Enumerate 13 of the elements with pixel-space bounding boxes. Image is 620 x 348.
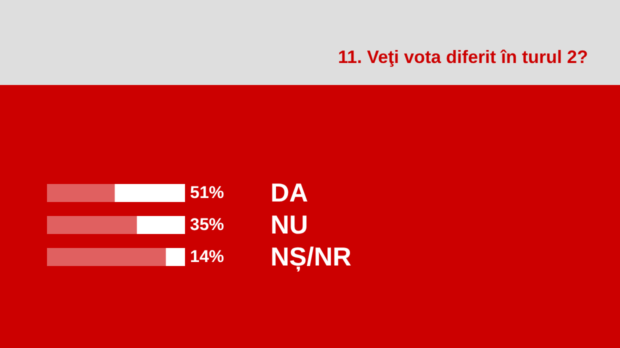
bar: [136, 216, 185, 234]
y-tick-label: NȘ/NR: [270, 242, 352, 272]
y-tick-label: DA: [270, 178, 308, 208]
bar: [47, 216, 137, 234]
bar: [166, 248, 185, 266]
bar: [114, 184, 185, 202]
bar: [47, 184, 115, 202]
data-label: 35%: [190, 215, 224, 234]
text: 11. Veţi vota diferit în turul 2?: [338, 47, 588, 67]
data-label: 51%: [190, 183, 224, 202]
y-tick-label: NU: [270, 210, 308, 240]
bar: [47, 248, 166, 266]
data-label: 14%: [190, 247, 224, 266]
